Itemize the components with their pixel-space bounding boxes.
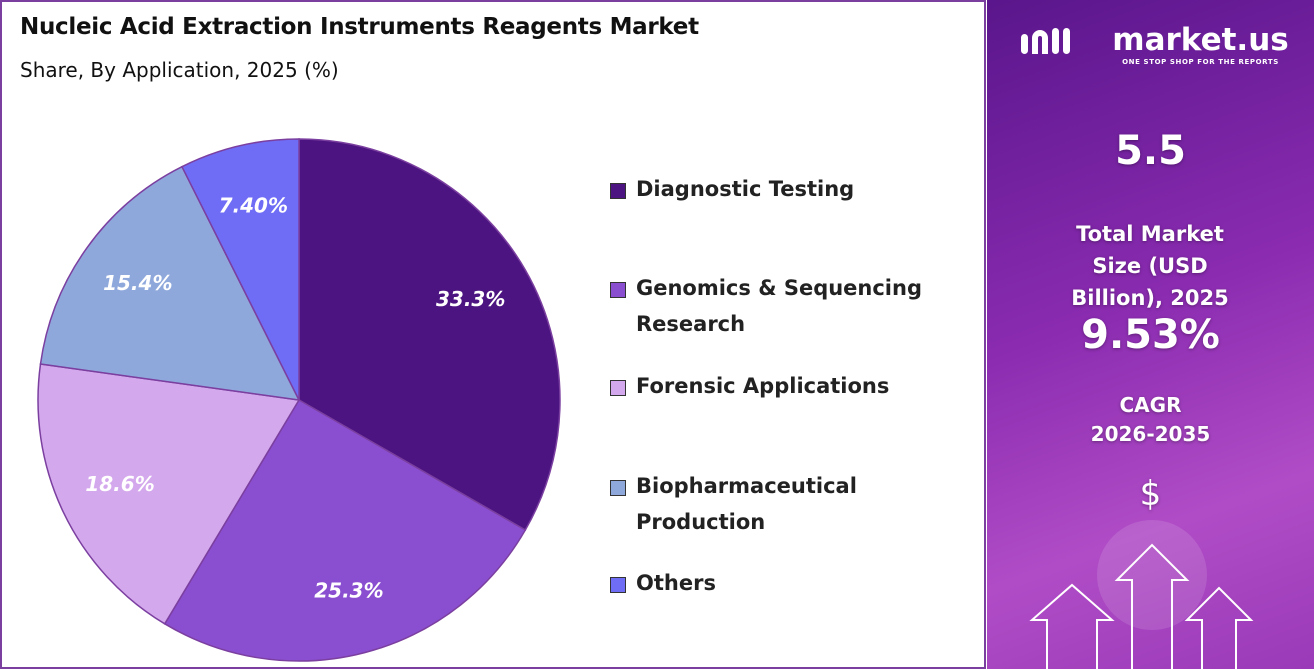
cagr-period: 2026-2035 bbox=[1090, 422, 1211, 446]
legend-item: Biopharmaceutical Production bbox=[610, 474, 960, 540]
legend-label: Diagnostic Testing bbox=[636, 177, 855, 201]
legend-item: Others bbox=[610, 571, 960, 601]
side-panel: market.us ONE STOP SHOP FOR THE REPORTS … bbox=[987, 0, 1314, 669]
legend-swatch bbox=[610, 183, 626, 199]
chart-title: Nucleic Acid Extraction Instruments Reag… bbox=[20, 14, 699, 40]
legend-label: Biopharmaceutical Production bbox=[636, 474, 857, 534]
legend-swatch bbox=[610, 577, 626, 593]
legend-item: Diagnostic Testing bbox=[610, 177, 960, 207]
slice-label: 33.3% bbox=[436, 287, 505, 311]
pie-slice bbox=[37, 363, 301, 625]
pie-slice bbox=[39, 165, 301, 401]
cagr-value: 9.53% bbox=[1081, 312, 1220, 358]
cagr-label: CAGR bbox=[1119, 393, 1182, 417]
pie-chart: 33.3% 25.3% 18.6% 15.4% 7.40% bbox=[37, 138, 561, 662]
arrows-icon bbox=[1029, 543, 1254, 669]
pie-slice bbox=[298, 138, 561, 532]
legend-label: Forensic Applications bbox=[636, 374, 890, 398]
chart-area: Nucleic Acid Extraction Instruments Reag… bbox=[0, 0, 986, 669]
market-size-label: Total Market Size (USD Billion), 2025 bbox=[1071, 222, 1229, 310]
legend-label: Others bbox=[636, 571, 716, 595]
panel-graphics bbox=[1021, 28, 1254, 669]
brand-tagline: ONE STOP SHOP FOR THE REPORTS bbox=[1122, 58, 1279, 66]
pie-slice bbox=[180, 138, 300, 401]
slice-label: 7.40% bbox=[219, 193, 288, 217]
slice-label: 25.3% bbox=[314, 578, 383, 602]
legend-item: Forensic Applications bbox=[610, 374, 960, 404]
legend-label: Genomics & Sequencing Research bbox=[636, 276, 922, 336]
brand-logo bbox=[1021, 28, 1070, 54]
legend-swatch bbox=[610, 282, 626, 298]
currency-icon: $ bbox=[1139, 474, 1162, 514]
decor-circle bbox=[1097, 520, 1207, 630]
legend-swatch bbox=[610, 380, 626, 396]
legend-item: Genomics & Sequencing Research bbox=[610, 276, 960, 342]
legend-swatch bbox=[610, 480, 626, 496]
brand-name: market.us bbox=[1112, 22, 1289, 58]
slice-label: 18.6% bbox=[85, 472, 154, 496]
slice-label: 15.4% bbox=[103, 271, 172, 295]
market-size: 5.5 bbox=[1115, 128, 1186, 174]
chart-subtitle: Share, By Application, 2025 (%) bbox=[20, 58, 339, 82]
pie-slice bbox=[163, 398, 527, 662]
